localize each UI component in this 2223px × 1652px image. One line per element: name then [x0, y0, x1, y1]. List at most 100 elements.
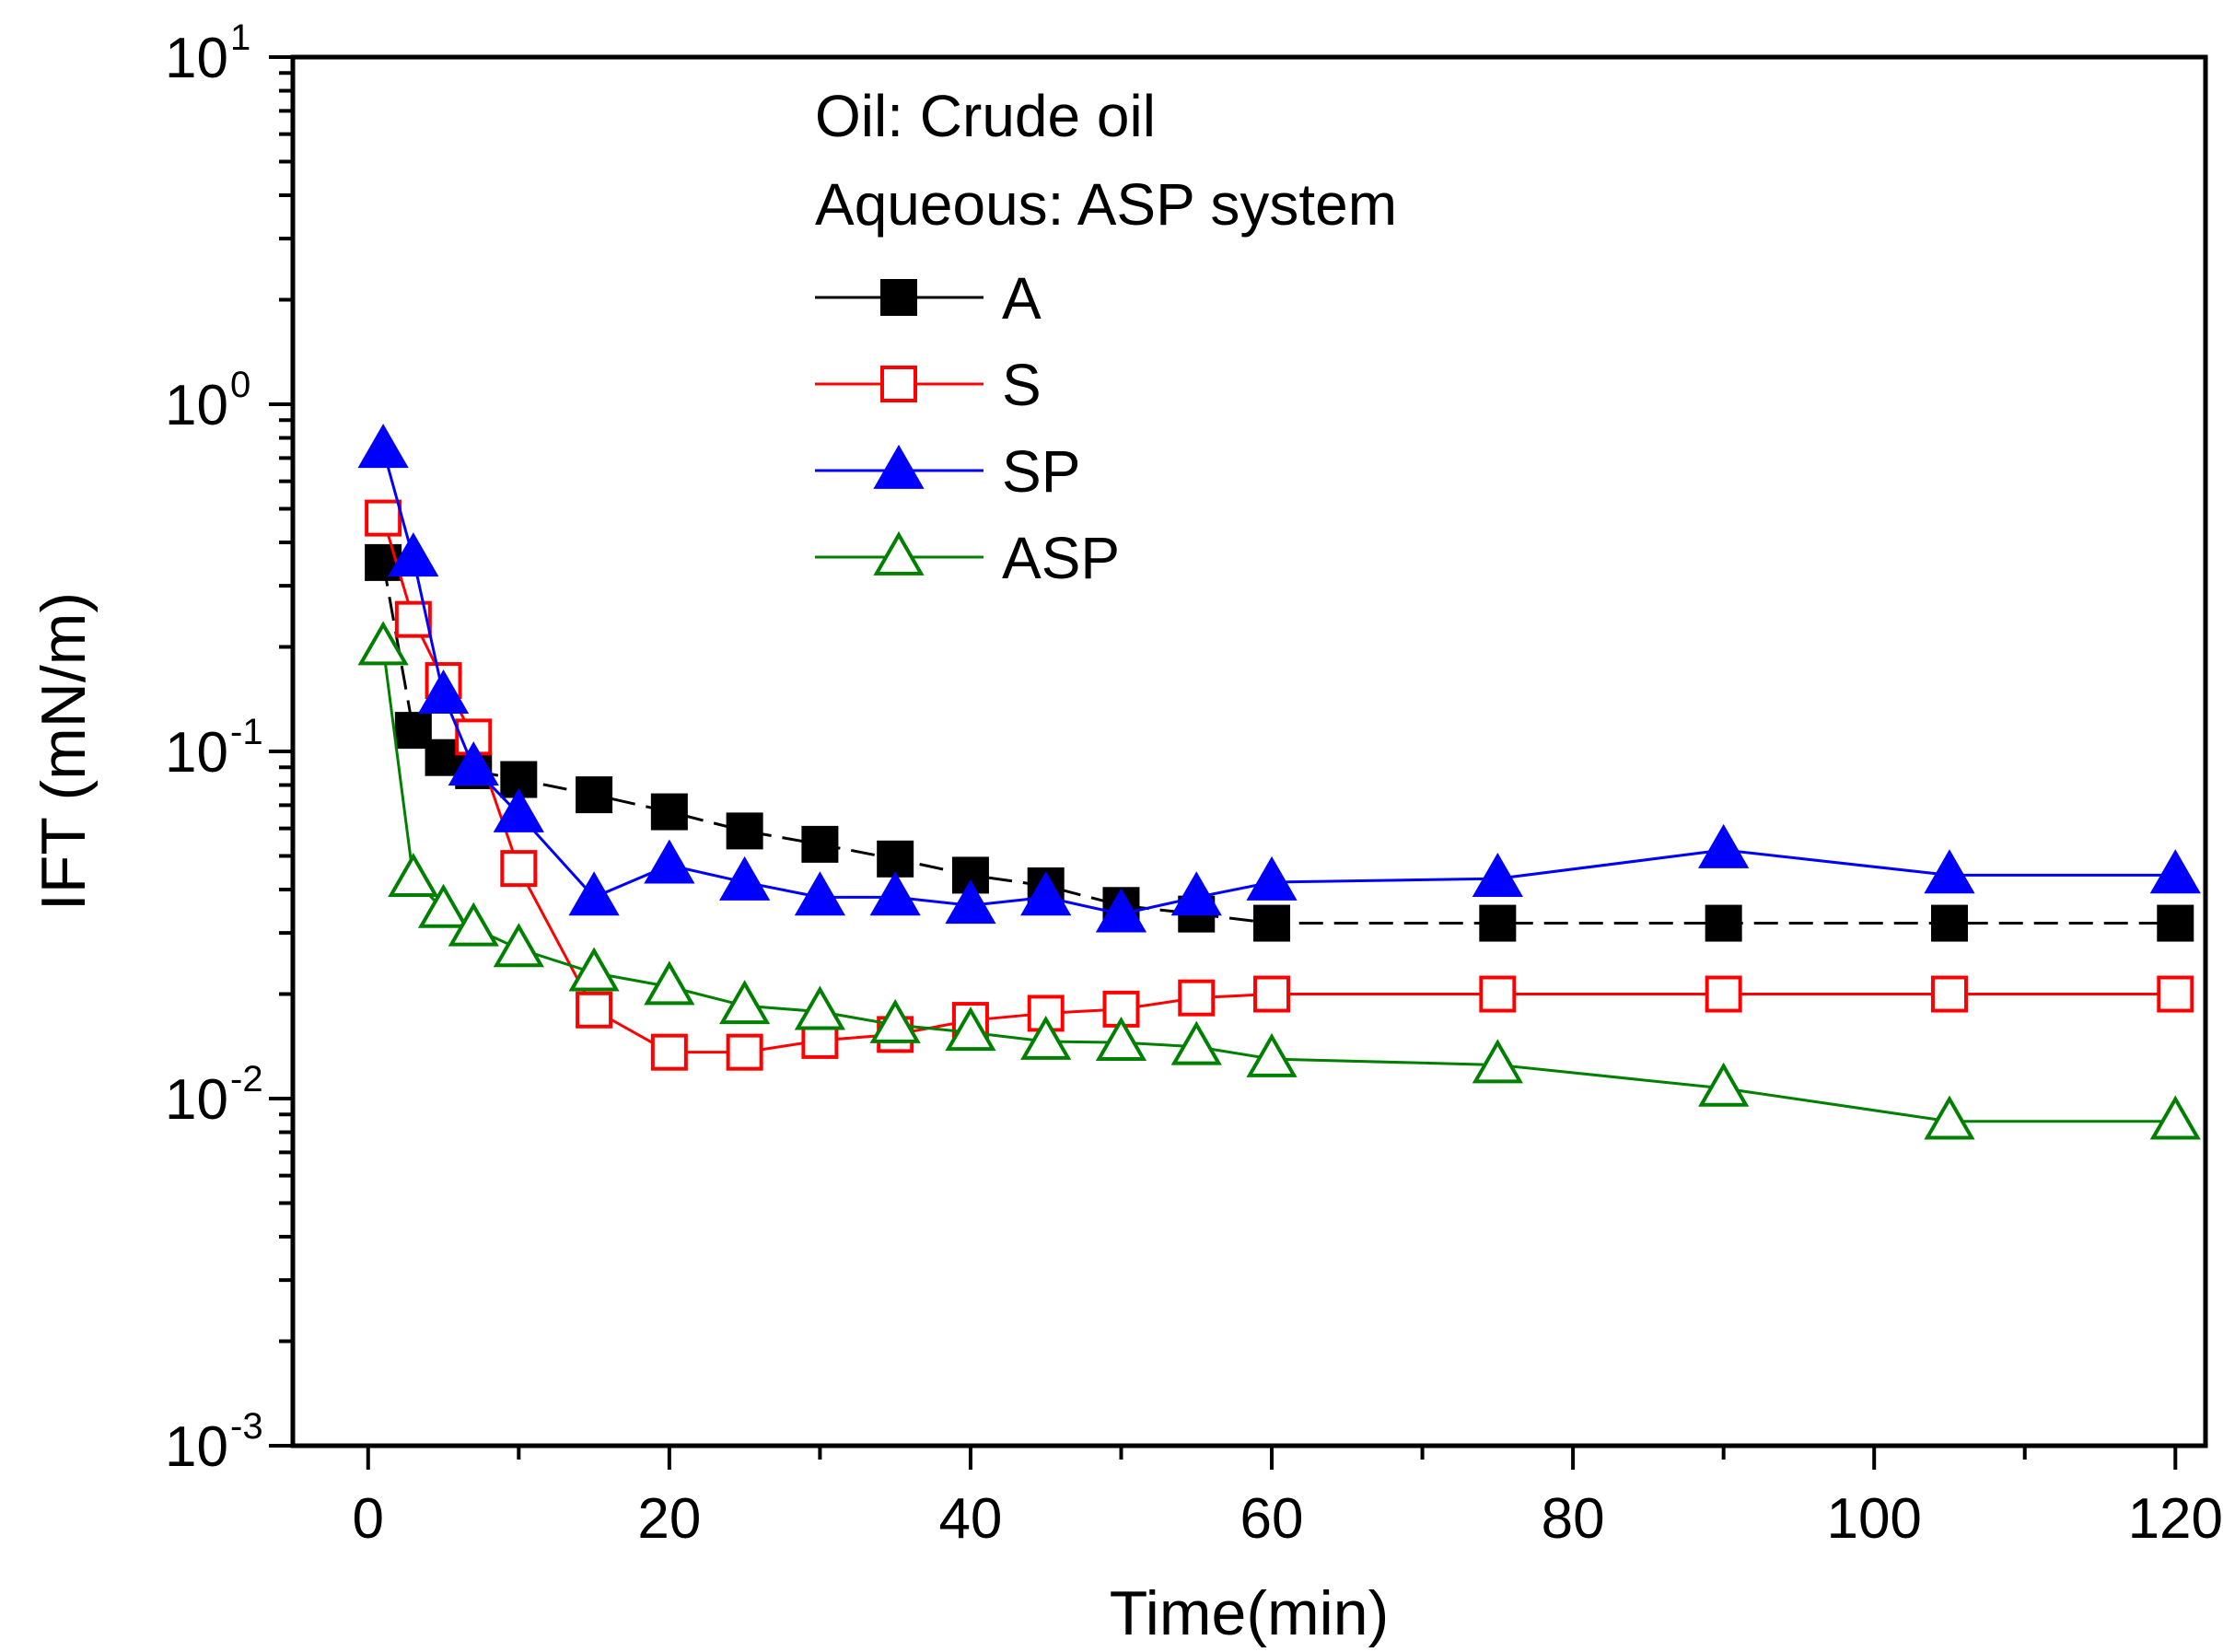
- y-tick-base: 10: [165, 27, 228, 90]
- y-tick-base: 10: [165, 1068, 228, 1132]
- data-point-s: [1479, 975, 1517, 1013]
- y-tick-exponent: 0: [230, 365, 250, 405]
- data-point-s: [2157, 975, 2194, 1013]
- data-point-asp: [448, 902, 499, 947]
- data-point-s: [1930, 975, 1968, 1013]
- data-point-a: [650, 793, 688, 831]
- legend-header-line: Aqueous: ASP system: [815, 171, 1397, 238]
- data-point-s: [650, 1033, 688, 1071]
- data-point-sp: [1170, 871, 1222, 916]
- data-point-sp: [945, 879, 996, 925]
- y-tick-label: 10: [165, 1068, 228, 1132]
- data-point-asp: [1924, 1095, 1975, 1140]
- data-point-s: [1178, 979, 1216, 1017]
- data-point-asp: [417, 883, 470, 928]
- legend-item-asp: ASP: [815, 525, 1120, 591]
- y-tick-base: 10: [165, 374, 228, 437]
- y-tick-exponent: -3: [230, 1406, 263, 1447]
- data-point-sp: [448, 741, 499, 786]
- data-point-a: [726, 812, 763, 850]
- y-axis-title: IFT (mN/m): [29, 592, 99, 911]
- x-tick-label: 100: [1826, 1487, 1921, 1551]
- data-point-sp: [568, 871, 620, 916]
- data-point-s: [1253, 975, 1291, 1013]
- data-point-asp: [493, 923, 544, 968]
- y-tick-base: 10: [165, 1415, 228, 1479]
- legend-item-s: S: [815, 352, 1042, 418]
- data-point-a: [394, 712, 432, 750]
- data-point-asp: [568, 947, 620, 992]
- data-point-sp: [417, 669, 470, 715]
- data-point-a: [1930, 904, 1968, 942]
- data-point-sp: [794, 871, 846, 916]
- data-point-s: [576, 991, 613, 1029]
- legend-label: S: [1002, 352, 1042, 418]
- data-point-asp: [1020, 1015, 1072, 1060]
- data-point-sp: [644, 839, 695, 884]
- legend-marker: [880, 279, 917, 316]
- data-point-asp: [1095, 1017, 1147, 1062]
- y-tick-label: 10: [165, 27, 228, 90]
- y-tick-base: 10: [165, 721, 228, 785]
- data-point-asp: [644, 960, 695, 1006]
- data-point-asp: [1472, 1039, 1523, 1084]
- x-tick-label: 20: [637, 1487, 701, 1551]
- legend-label: ASP: [1002, 525, 1120, 591]
- data-point-asp: [357, 621, 409, 666]
- data-point-sp: [1698, 823, 1750, 868]
- data-point-sp: [1924, 849, 1975, 894]
- series-asp: [357, 621, 2201, 1140]
- data-point-sp: [1095, 888, 1147, 933]
- series-sp: [357, 424, 2201, 933]
- data-point-sp: [388, 532, 439, 577]
- data-point-sp: [869, 871, 921, 916]
- data-point-s: [365, 499, 402, 537]
- y-tick-label: 10: [165, 1415, 228, 1479]
- legend-label: A: [1002, 265, 1042, 332]
- data-point-a: [877, 840, 914, 878]
- data-point-asp: [1170, 1020, 1222, 1065]
- data-point-sp: [1472, 853, 1523, 898]
- data-point-asp: [719, 980, 771, 1025]
- data-point-a: [801, 825, 839, 863]
- data-point-a: [1253, 904, 1291, 942]
- legend-header-line: Oil: Crude oil: [815, 83, 1156, 149]
- data-point-s: [726, 1033, 763, 1071]
- legend-marker: [880, 366, 917, 402]
- x-tick-label: 60: [1240, 1487, 1304, 1551]
- legend-marker: [873, 530, 925, 576]
- data-point-asp: [794, 985, 846, 1030]
- data-point-asp: [945, 1006, 996, 1052]
- data-point-a: [1479, 904, 1517, 942]
- data-point-s: [1027, 995, 1065, 1032]
- x-tick-label: 0: [353, 1487, 384, 1551]
- series-layer: [357, 424, 2201, 1140]
- x-tick-label: 120: [2128, 1487, 2223, 1551]
- data-point-asp: [388, 853, 439, 898]
- data-point-asp: [1246, 1032, 1298, 1077]
- data-point-asp: [2149, 1095, 2201, 1140]
- data-point-sp: [493, 787, 544, 832]
- data-point-asp: [869, 998, 921, 1043]
- y-tick-exponent: 1: [230, 17, 250, 58]
- x-tick-label: 40: [938, 1487, 1002, 1551]
- legend-item-sp: SP: [815, 438, 1080, 505]
- legend-item-a: A: [815, 265, 1042, 332]
- data-point-a: [425, 739, 462, 776]
- data-point-sp: [719, 855, 771, 901]
- y-tick-exponent: -2: [230, 1059, 263, 1099]
- y-tick-label: 10: [165, 374, 228, 437]
- x-tick-label: 80: [1542, 1487, 1605, 1551]
- data-point-asp: [1698, 1062, 1750, 1107]
- legend-marker: [873, 444, 925, 489]
- y-tick-label: 10: [165, 721, 228, 785]
- x-axis-title: Time(min): [1110, 1578, 1389, 1648]
- y-tick-exponent: -1: [230, 712, 263, 752]
- data-point-sp: [357, 424, 409, 469]
- data-point-a: [576, 776, 613, 814]
- data-point-a: [1705, 904, 1742, 942]
- data-point-sp: [1246, 855, 1298, 901]
